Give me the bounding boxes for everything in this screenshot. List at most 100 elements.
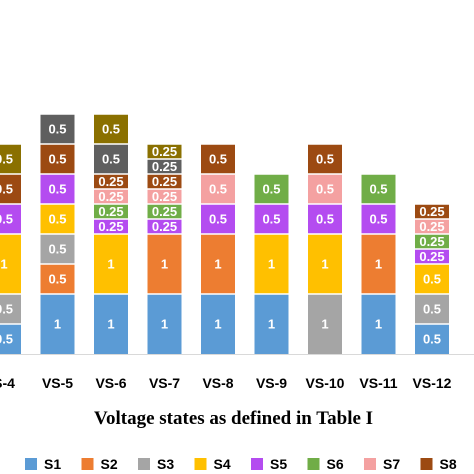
segment-value-label: 0.25 <box>419 249 444 264</box>
bar-segment-vs-8-s7 <box>201 174 235 204</box>
segment-value-label: 0.5 <box>0 302 13 317</box>
x-tick-label: VS-5 <box>42 375 73 391</box>
segment-value-label: 0.5 <box>0 152 13 167</box>
segment-value-label: 0.5 <box>48 152 66 167</box>
legend-label-s4: S4 <box>214 456 231 472</box>
segment-value-label: 0.25 <box>419 204 444 219</box>
legend-swatch-s3 <box>138 458 150 470</box>
bar-segment-vs-10-s3 <box>308 294 342 354</box>
bar-segment-vs-4-s10 <box>0 144 21 174</box>
bar-segment-vs-12-s8 <box>415 204 449 219</box>
bar-segment-vs-7-s5 <box>147 219 182 234</box>
segment-value-label: 0.5 <box>423 332 441 347</box>
legend-label-s2: S2 <box>101 456 118 472</box>
segment-value-label: 0.25 <box>152 144 177 159</box>
segment-value-label: 0.5 <box>0 332 13 347</box>
x-tick-label: VS-11 <box>359 375 397 391</box>
segment-value-label: 0.25 <box>152 204 177 219</box>
segment-value-label: 0.5 <box>316 212 334 227</box>
segment-value-label: 0.5 <box>48 182 66 197</box>
bar-segment-vs-12-s4 <box>415 264 449 294</box>
legend-swatch-s4 <box>194 458 207 470</box>
segment-value-label: 0.25 <box>98 219 123 234</box>
bar-segment-vs-6-s7 <box>94 189 128 204</box>
segment-value-label: 1 <box>107 257 114 272</box>
legend-swatch-s7 <box>364 458 376 470</box>
segment-value-label: 0.5 <box>0 212 13 227</box>
bar-segment-vs-10-s8 <box>308 144 342 174</box>
legend-swatch-s6 <box>307 458 320 470</box>
bar-segment-vs-11-s1 <box>361 294 396 354</box>
bar-segment-vs-9-s1 <box>254 294 289 354</box>
legend-label-s3: S3 <box>157 456 174 472</box>
bar-segment-vs-5-s3 <box>40 234 75 264</box>
segment-value-label: 1 <box>375 317 382 332</box>
bar-segment-vs-6-s5 <box>94 219 128 234</box>
segment-value-label: 0.5 <box>262 212 280 227</box>
x-tick-label: VS-12 <box>413 375 452 391</box>
segment-value-label: 1 <box>214 317 221 332</box>
segment-value-label: 1 <box>321 257 328 272</box>
bar-segment-vs-7-s7 <box>147 189 182 204</box>
bar-segment-vs-6-s9 <box>94 144 128 174</box>
segment-value-label: 0.5 <box>369 212 387 227</box>
legend: S1 S2 S3 S4 S5 S6 S7 S8 <box>25 456 457 472</box>
bar-segment-vs-10-s5 <box>308 204 342 234</box>
bar-segment-vs-10-s4 <box>308 234 342 294</box>
legend-label-s5: S5 <box>270 456 287 472</box>
segment-value-label: 0.25 <box>152 189 177 204</box>
bar-segment-vs-9-s5 <box>254 204 289 234</box>
x-axis-title: Voltage states as defined in Table I <box>94 408 373 429</box>
legend-label-s1: S1 <box>44 456 61 472</box>
x-tick-label: VS-6 <box>95 375 126 391</box>
segment-value-label: 0.5 <box>316 182 334 197</box>
bar-segment-vs-7-s9 <box>147 159 182 174</box>
legend-swatch-s2 <box>81 458 94 470</box>
legend-swatch-s1 <box>25 458 37 470</box>
bar-segment-vs-6-s1 <box>94 294 128 354</box>
bar-segment-vs-12-s7 <box>415 219 449 234</box>
bar-segment-vs-6-s8 <box>94 174 128 189</box>
bar-segment-vs-12-s6 <box>415 234 449 249</box>
bar-segment-vs-6-s10 <box>94 114 128 144</box>
segment-value-label: 1 <box>161 317 168 332</box>
legend-label-s8: S8 <box>440 456 457 472</box>
segment-value-label: 0.5 <box>423 272 441 287</box>
bar-segment-vs-8-s1 <box>201 294 235 354</box>
legend-label-s6: S6 <box>327 456 344 472</box>
legend-swatch-s5 <box>251 458 263 470</box>
segment-value-label: 0.5 <box>209 152 227 167</box>
segment-value-label: 1 <box>0 257 7 272</box>
segment-value-label: 0.5 <box>48 242 66 257</box>
legend-label-s7: S7 <box>383 456 400 472</box>
segment-value-label: 0.25 <box>152 159 177 174</box>
segment-value-label: 0.5 <box>48 272 66 287</box>
bar-segment-vs-5-s5 <box>40 174 75 204</box>
bars-group: 0.5 0.5 1 0.5 0.5 0.5 1 0.5 0.5 0.5 0.5 0.5 0.5 1 1 0.2… <box>0 113 449 354</box>
bar-segment-vs-8-s8 <box>201 144 235 174</box>
bar-segment-vs-7-s6 <box>147 204 182 219</box>
segment-value-label: 1 <box>107 317 114 332</box>
legend-swatch-s8 <box>420 458 433 470</box>
segment-value-label: 1 <box>268 257 275 272</box>
bar-segment-vs-12-s3 <box>415 294 449 324</box>
segment-value-label: 1 <box>321 317 328 332</box>
bar-segment-vs-7-s8 <box>147 174 182 189</box>
bar-segment-vs-7-s1 <box>147 294 182 354</box>
bar-segment-vs-11-s2 <box>361 234 396 294</box>
segment-value-label: 1 <box>214 257 221 272</box>
segment-value-label: 0.25 <box>152 219 177 234</box>
x-tick-label: VS-8 <box>202 375 233 391</box>
segment-value-label: 0.25 <box>98 174 123 189</box>
x-tick-label: VS-7 <box>149 375 180 391</box>
bar-segment-vs-9-s4 <box>254 234 289 294</box>
x-tick-label: S-4 <box>0 375 15 391</box>
bar-segment-vs-9-s6 <box>254 174 289 204</box>
bar-segment-vs-5-s2 <box>40 264 75 294</box>
segment-value-label: 0.25 <box>419 219 444 234</box>
x-tick-label: VS-9 <box>256 375 287 391</box>
bar-segment-vs-4-s1 <box>0 324 21 354</box>
bar-segment-vs-5-s4 <box>40 204 75 234</box>
bar-segment-vs-10-s7 <box>308 174 342 204</box>
